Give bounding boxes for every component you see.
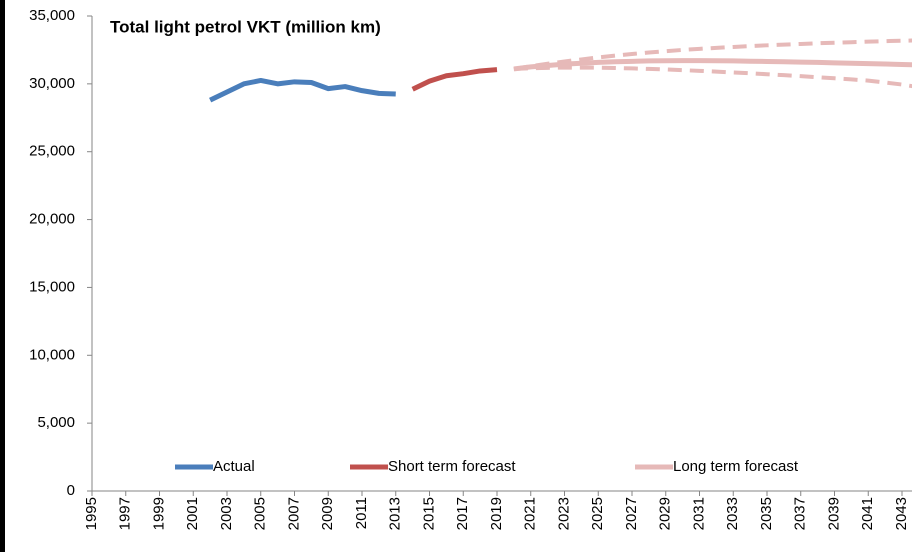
legend-label: Short term forecast [388, 458, 516, 475]
series-line [513, 65, 912, 89]
x-tick-label: 2007 [285, 497, 302, 530]
x-tick-label: 2035 [758, 497, 775, 530]
x-tick-label: 2017 [454, 497, 471, 530]
x-tick-label: 2029 [657, 497, 674, 530]
left-border [0, 0, 5, 552]
x-tick-label: 2031 [690, 497, 707, 530]
x-tick-label: 2015 [420, 497, 437, 530]
x-tick-label: 2003 [218, 497, 235, 530]
x-tick-label: 2041 [859, 497, 876, 530]
x-tick-label: 2009 [319, 497, 336, 530]
x-tick-label: 2043 [893, 497, 910, 530]
series-line [209, 77, 396, 103]
x-tick-label: 1997 [117, 497, 134, 530]
x-tick-label: 2019 [488, 497, 505, 530]
x-tick-label: 2013 [387, 497, 404, 530]
y-tick-label: 0 [67, 482, 75, 499]
x-tick-label: 2027 [623, 497, 640, 530]
y-tick-label: 5,000 [37, 414, 75, 431]
x-tick-label: 2037 [792, 497, 809, 530]
chart-title: Total light petrol VKT (million km) [110, 17, 381, 36]
series-line [513, 58, 912, 72]
x-tick-label: 2033 [724, 497, 741, 530]
y-tick-label: 10,000 [29, 346, 75, 363]
series-line [513, 38, 912, 71]
legend-label: Long term forecast [673, 458, 799, 475]
x-tick-label: 2005 [252, 497, 269, 530]
y-tick-label: 15,000 [29, 278, 75, 295]
x-tick-label: 2023 [555, 497, 572, 530]
x-tick-label: 2001 [184, 497, 201, 530]
x-tick-label: 2039 [825, 497, 842, 530]
y-tick-label: 25,000 [29, 143, 75, 160]
x-tick-label: 2011 [353, 497, 370, 529]
x-tick-label: 2025 [589, 497, 606, 530]
x-tick-label: 1999 [150, 497, 167, 530]
y-tick-label: 20,000 [29, 211, 75, 228]
legend-label: Actual [213, 458, 255, 475]
x-tick-label: 1995 [83, 497, 100, 530]
series-line [411, 67, 498, 92]
y-tick-label: 35,000 [29, 7, 75, 24]
y-tick-label: 30,000 [29, 75, 75, 92]
x-tick-label: 2021 [522, 497, 539, 530]
